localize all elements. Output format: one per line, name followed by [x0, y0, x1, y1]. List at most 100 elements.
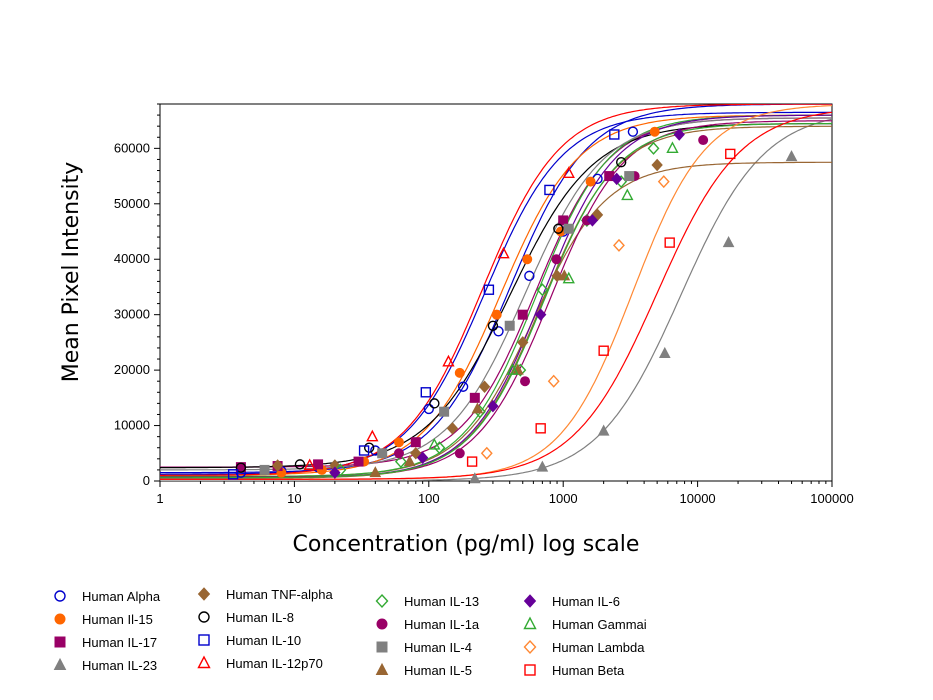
point-human-tnf-alpha [446, 422, 459, 435]
legend-label: Human TNF-alpha [226, 587, 333, 602]
point-human-il-8 [429, 398, 440, 409]
legend-marker [54, 636, 66, 648]
legend-label: Human Il-15 [82, 612, 153, 627]
x-tick-label: 10000 [680, 491, 716, 506]
point-human-il-1a [393, 448, 404, 459]
point-human-il-4 [377, 448, 388, 459]
legend-marker [523, 616, 537, 630]
y-axis-title: Mean Pixel Intensity [59, 162, 84, 383]
point-human-alpha [457, 381, 469, 392]
point-human-il-4 [504, 320, 515, 331]
point-human-il-15 [649, 126, 660, 137]
point-human-il-6 [329, 466, 341, 479]
point-human-il-23 [658, 346, 671, 358]
point-human-lambda [480, 446, 493, 460]
point-human-alpha [627, 126, 639, 137]
y-tick-label: 60000 [114, 140, 150, 155]
point-human-lambda [657, 175, 670, 189]
legend-marker [54, 613, 66, 625]
legend-item-human-il-15: Human Il-15 [54, 612, 153, 627]
legend-marker [197, 587, 211, 601]
point-human-il-17 [558, 215, 569, 226]
y-tick-label: 20000 [114, 362, 150, 377]
point-human-beta [664, 237, 675, 248]
point-human-il-17 [353, 456, 364, 467]
point-human-lambda [547, 374, 560, 388]
point-human-beta [466, 456, 478, 467]
point-human-il-23 [785, 150, 798, 162]
legend-item-human-beta: Human Beta [524, 663, 625, 678]
point-human-il-17 [517, 309, 528, 320]
x-tick-label: 100000 [810, 491, 853, 506]
legend-label: Human IL-5 [404, 663, 472, 678]
legend-item-human-il-10: Human IL-10 [198, 633, 301, 648]
point-human-il-15 [393, 437, 404, 448]
point-human-il-15 [491, 309, 502, 320]
point-human-gammai [621, 188, 634, 201]
point-human-il-8 [553, 223, 564, 234]
x-axis: 1 10 100 1000 10000 100000 [156, 481, 854, 506]
point-human-alpha [524, 270, 535, 282]
point-human-il-13 [433, 441, 446, 455]
point-human-il-6 [673, 128, 685, 141]
point-human-il-5 [403, 455, 416, 467]
point-human-tnf-alpha [410, 447, 422, 460]
x-tick-label: 1000 [549, 491, 578, 506]
point-human-il-8 [235, 462, 247, 473]
legend-label: Human IL-12p70 [226, 656, 323, 671]
point-human-il-15 [522, 254, 533, 265]
point-human-il-12p70 [562, 166, 575, 179]
curve-human-il-10 [160, 111, 832, 475]
point-human-il-23 [722, 236, 735, 248]
point-human-il-12p70 [442, 354, 455, 367]
legend-label: Human IL-13 [404, 594, 479, 609]
x-tick-label: 100 [418, 491, 440, 506]
point-human-il-6 [586, 214, 599, 227]
y-tick-label: 0 [143, 473, 150, 488]
legend-label: Human IL-4 [404, 640, 472, 655]
point-human-il-13 [647, 141, 660, 155]
curve-human-il-4 [160, 117, 832, 471]
legend-item-human-il-17: Human IL-17 [54, 635, 157, 650]
legend-marker [197, 655, 211, 669]
legend-item-human-alpha: Human Alpha [54, 589, 161, 604]
point-human-gammai [562, 271, 575, 284]
legend-label: Human IL-6 [552, 594, 620, 609]
data-points [227, 126, 798, 484]
legend-label: Human IL-17 [82, 635, 157, 650]
point-human-gammai [428, 437, 441, 450]
point-human-il-6 [611, 172, 623, 186]
point-human-il-1a [520, 376, 531, 387]
point-human-il-8 [487, 320, 499, 331]
x-tick-label: 1 [156, 491, 163, 506]
curve-human-il-23 [160, 118, 832, 481]
point-human-lambda [613, 238, 625, 252]
point-human-il-10 [227, 469, 239, 480]
legend-item-human-gammai: Human Gammai [523, 616, 647, 632]
legend-label: Human Beta [552, 663, 625, 678]
point-human-il-17 [469, 392, 480, 403]
legend-label: Human IL-1a [404, 617, 480, 632]
point-human-il-4 [439, 406, 450, 417]
legend: Human Alpha Human Il-15 Human IL-17 Human I… [53, 587, 647, 678]
y-tick-label: 30000 [114, 307, 150, 322]
point-human-il-12p70 [366, 429, 379, 442]
point-human-il-6 [535, 308, 547, 321]
point-human-il-10 [544, 184, 555, 196]
legend-marker [524, 664, 536, 676]
point-human-il-1a [698, 135, 709, 146]
point-human-beta [725, 148, 736, 160]
point-human-il-5 [471, 402, 484, 414]
point-human-il-5 [369, 466, 382, 478]
legend-item-human-il-23: Human IL-23 [53, 657, 157, 673]
legend-item-human-il-8: Human IL-8 [198, 610, 294, 625]
legend-marker [375, 662, 389, 675]
point-human-il-4 [624, 171, 635, 182]
legend-label: Human IL-10 [226, 633, 301, 648]
y-tick-label: 10000 [114, 418, 150, 433]
x-tick-label: 10 [287, 491, 301, 506]
point-human-il-13 [536, 283, 549, 297]
point-human-il-1a [454, 448, 465, 459]
point-human-il-4 [259, 464, 270, 475]
